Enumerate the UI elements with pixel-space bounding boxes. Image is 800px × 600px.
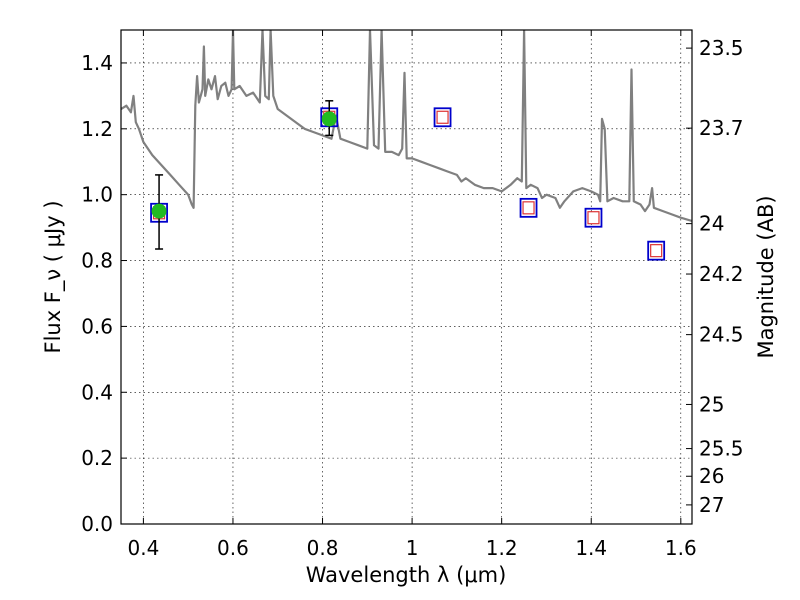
right-tick-labels: 23.5 23.7 24 24.2 24.5 25 25.5 26 27 xyxy=(699,36,744,517)
model-photometry-box xyxy=(433,107,452,128)
right-tick-label: 24.5 xyxy=(699,323,744,347)
y-axis-label-right: Magnitude (AB) xyxy=(754,195,778,358)
right-tick-label: 25.5 xyxy=(699,437,744,461)
model-spectrum-series xyxy=(121,30,692,223)
photometry-points xyxy=(150,100,666,261)
model-spectrum-line xyxy=(121,30,692,223)
y-tick-label: 1.2 xyxy=(81,117,113,141)
right-tick-label: 27 xyxy=(699,493,724,517)
model-photometry-inner-box xyxy=(522,201,535,215)
y-tick-label: 0.4 xyxy=(81,380,113,404)
x-tick-labels: 0.4 0.6 0.8 1 1.2 1.4 1.6 xyxy=(127,536,696,560)
right-tick-label: 26 xyxy=(699,464,724,488)
grid xyxy=(121,30,692,525)
y-tick-label: 0.0 xyxy=(81,512,113,536)
model-photometry-inner-box xyxy=(650,244,663,258)
x-tick-label: 0.4 xyxy=(127,536,159,560)
plot-frame xyxy=(120,29,693,525)
y-tick-label: 0.6 xyxy=(81,314,113,338)
right-tick-label: 24 xyxy=(699,212,724,236)
model-photometry-box xyxy=(647,240,666,261)
right-tick-label: 24.2 xyxy=(699,262,744,286)
model-photometry-box xyxy=(519,197,538,218)
observed-point xyxy=(151,203,167,219)
x-tick-label: 0.6 xyxy=(217,536,249,560)
right-tick-label: 25 xyxy=(699,392,724,416)
x-tick-label: 0.8 xyxy=(307,536,339,560)
x-tick-label: 1.2 xyxy=(486,536,518,560)
x-axis-label: Wavelength λ (μm) xyxy=(306,563,507,587)
model-photometry-box xyxy=(584,207,603,228)
model-photometry-inner-box xyxy=(436,110,449,124)
axis-ticks xyxy=(121,30,692,525)
y-tick-label: 1.4 xyxy=(81,51,113,75)
right-tick-label: 23.7 xyxy=(699,116,744,140)
y-tick-labels: 0.0 0.2 0.4 0.6 0.8 1.0 1.2 1.4 xyxy=(81,51,113,536)
x-tick-label: 1.6 xyxy=(665,536,697,560)
y-axis-label-left: Flux F_ν ( μJy ) xyxy=(41,200,66,353)
y-tick-label: 0.8 xyxy=(81,249,113,273)
y-tick-label: 1.0 xyxy=(81,183,113,207)
observed-point xyxy=(321,111,337,127)
model-photometry-inner-box xyxy=(587,211,600,225)
x-tick-label: 1 xyxy=(406,536,419,560)
x-tick-label: 1.4 xyxy=(575,536,607,560)
y-tick-label: 0.2 xyxy=(81,446,113,470)
right-tick-label: 23.5 xyxy=(699,36,744,60)
